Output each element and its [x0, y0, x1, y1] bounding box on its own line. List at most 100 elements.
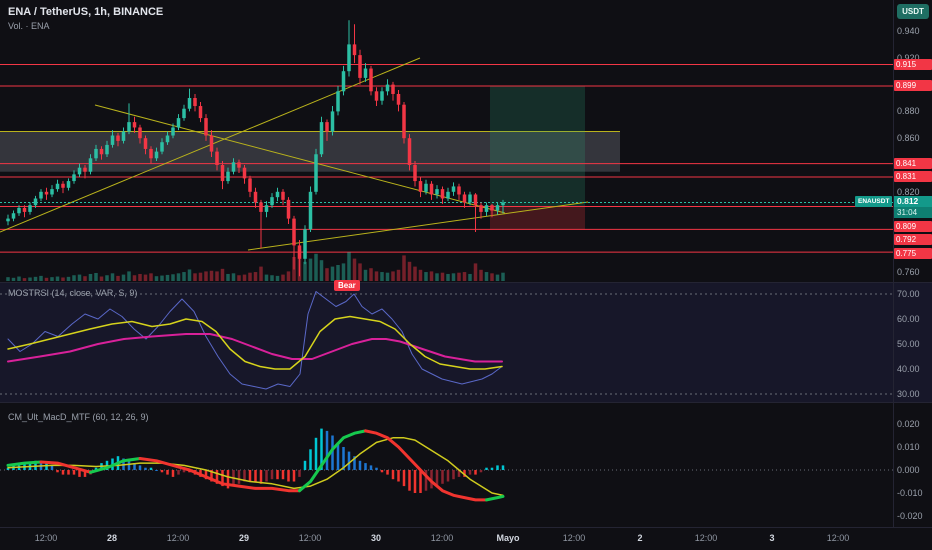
macd-histogram-bar	[298, 470, 301, 477]
macd-histogram-bar	[468, 470, 472, 475]
price-axis-label: 0.860	[897, 133, 920, 143]
volume-bar	[253, 272, 258, 281]
candle-body	[253, 191, 258, 203]
volume-bar	[149, 273, 153, 281]
candle-body	[264, 205, 269, 212]
supply-zone-box[interactable]	[0, 131, 620, 172]
time-axis-label: 12:00	[166, 533, 190, 543]
volume-bar	[341, 263, 346, 281]
symbol-title[interactable]: ENA / TetherUS, 1h, BINANCE	[8, 6, 164, 18]
time-axis-label: 30	[370, 533, 382, 543]
volume-bar	[209, 270, 214, 281]
candle-body	[17, 207, 21, 214]
candle-body	[94, 148, 98, 159]
alert-price-label: 0.775	[894, 248, 932, 259]
candle-body	[314, 154, 318, 192]
macd-histogram-bar	[457, 470, 461, 477]
long-position-stop-box[interactable]	[490, 206, 585, 230]
candle-body	[363, 68, 368, 78]
candle-body	[143, 138, 148, 149]
candle-body	[396, 93, 401, 105]
price-axis[interactable]: 0.940 0.920 0.880 0.860 0.820 0.760 0.915 0.899…	[894, 0, 932, 527]
macd-histogram-bar	[72, 470, 76, 475]
volume-bar	[385, 272, 390, 281]
volume-bar	[231, 273, 236, 281]
candle-body	[286, 199, 291, 219]
candle-body	[407, 138, 412, 165]
macd-histogram-bar	[419, 470, 422, 493]
volume-bar	[330, 266, 335, 281]
currency-toggle-button[interactable]: USDT	[897, 4, 929, 19]
volume-bar	[22, 278, 27, 281]
volume-bar	[418, 269, 423, 281]
rsi-panel-bg	[0, 283, 932, 402]
volume-bar	[116, 275, 120, 281]
volume-bar	[94, 273, 98, 281]
macd-histogram-bar	[287, 470, 290, 482]
candle-body	[176, 118, 181, 128]
pane-separator[interactable]	[0, 402, 932, 403]
volume-bar	[127, 271, 131, 281]
volume-bar	[154, 276, 159, 281]
candle-body	[182, 108, 186, 119]
macd-histogram-bar	[441, 470, 444, 484]
volume-bar	[479, 269, 483, 281]
macd-histogram-bar	[430, 470, 433, 489]
candle-body	[11, 213, 16, 219]
volume-bar	[402, 255, 406, 281]
macd-histogram-bar	[281, 470, 285, 480]
candle-body	[308, 191, 313, 230]
candle-body	[209, 135, 214, 152]
candle-body	[39, 191, 43, 199]
time-axis[interactable]: 12:00 28 12:00 29 12:00 30 12:00 Mayo 12:00 2 12:0…	[0, 528, 932, 550]
candle-body	[435, 189, 439, 195]
candle-body	[385, 84, 390, 92]
volume-bar	[28, 277, 32, 281]
macd-indicator-label[interactable]: CM_Ult_MacD_MTF (60, 12, 26, 9)	[8, 412, 149, 422]
rsi-axis-label: 50.00	[897, 339, 920, 349]
volume-bar	[215, 271, 219, 281]
macd-histogram-bar	[496, 465, 499, 470]
candle-body	[501, 202, 505, 206]
volume-study-label[interactable]: Vol. · ENA	[8, 21, 50, 31]
volume-bar	[473, 263, 478, 281]
macd-histogram-bar	[320, 428, 323, 470]
volume-bar	[6, 277, 10, 281]
long-position-profit-box[interactable]	[490, 85, 585, 207]
volume-bar	[220, 268, 225, 281]
candle-body	[341, 71, 346, 92]
bar-countdown: 31:04	[894, 207, 932, 218]
volume-bar	[50, 277, 54, 281]
volume-bar	[407, 261, 412, 281]
volume-bar	[286, 271, 291, 281]
macd-histogram-bar	[210, 470, 213, 482]
macd-histogram-bar	[265, 470, 268, 482]
macd-histogram-bar	[6, 467, 10, 470]
candle-body	[44, 191, 49, 195]
volume-bar	[336, 265, 340, 281]
candle-body	[77, 167, 82, 175]
volume-bar	[226, 273, 230, 281]
volume-bar	[308, 258, 313, 281]
macd-line-red	[364, 429, 488, 502]
volume-bar	[33, 276, 38, 281]
volume-bar	[176, 273, 181, 281]
volume-bar	[44, 277, 49, 281]
volume-bar	[446, 273, 450, 281]
candle-body	[72, 174, 76, 182]
volume-bar	[182, 272, 186, 281]
candle-body	[121, 131, 126, 141]
rsi-indicator-label[interactable]: MOSTRSI (14, close, VAR, S, 9)	[8, 288, 138, 298]
alert-price-label: 0.831	[894, 171, 932, 182]
alert-price-label: 0.915	[894, 59, 932, 70]
volume-bar	[484, 272, 489, 281]
candle-body	[28, 205, 32, 212]
volume-bar	[270, 275, 274, 281]
pane-separator[interactable]	[0, 282, 932, 283]
candle-body	[61, 183, 65, 188]
volume-bar	[319, 260, 324, 281]
candle-body	[484, 205, 489, 212]
candle-body	[55, 183, 60, 190]
